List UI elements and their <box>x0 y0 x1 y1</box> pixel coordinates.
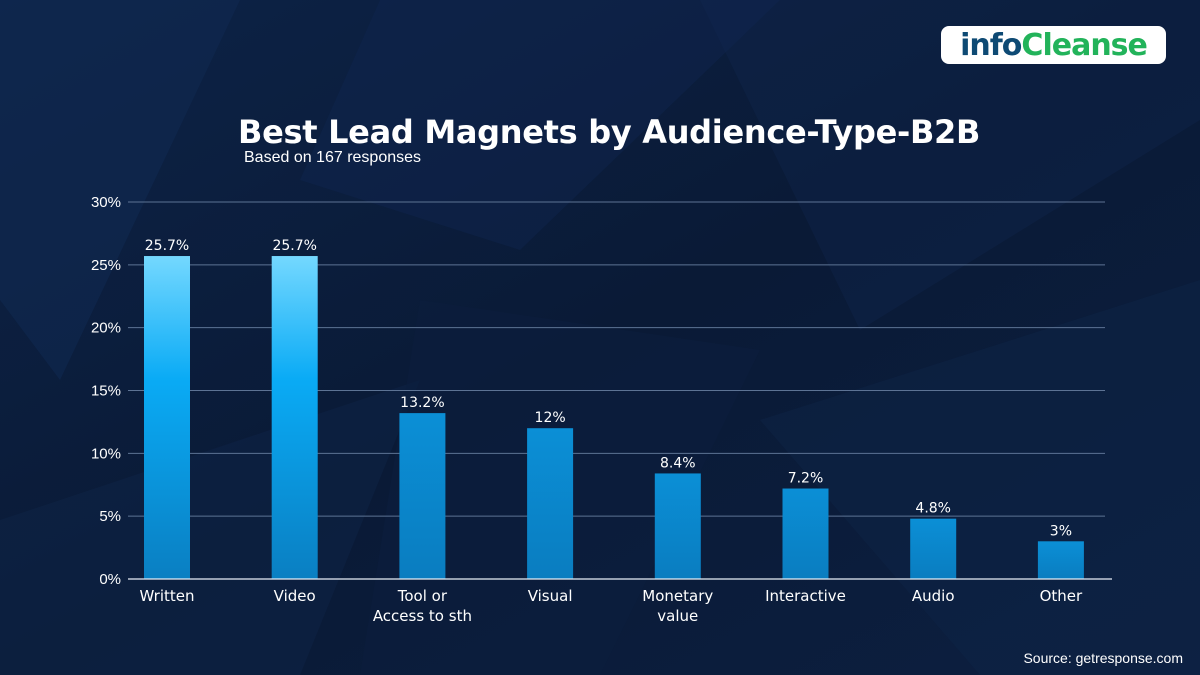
logo-text-cleanse: Cleanse <box>1021 27 1147 63</box>
x-category-label: Video <box>274 587 316 605</box>
bar-value-label: 25.7% <box>145 238 189 254</box>
bar <box>782 488 829 579</box>
x-category-label: Monetary <box>642 587 713 605</box>
bar-value-label: 13.2% <box>400 395 444 411</box>
x-axis-categories: Written Video Tool or Access to sth Visual Mo… <box>140 587 1084 625</box>
x-category-label: Visual <box>528 587 573 605</box>
bar-value-label: 4.8% <box>915 501 951 517</box>
y-tick-label: 10% <box>91 445 121 462</box>
chart-title: Best Lead Magnets by Audience-Type-B2B <box>238 113 981 151</box>
chart-subtitle: Based on 167 responses <box>244 149 422 166</box>
x-category-label: value <box>657 607 698 625</box>
bar <box>1037 541 1084 579</box>
bar-value-label: 25.7% <box>272 238 316 254</box>
x-category-label: Written <box>140 587 195 605</box>
bar <box>527 428 574 579</box>
x-category-label: Tool or <box>397 587 448 605</box>
bar <box>399 413 446 579</box>
logo-text-info: info <box>960 27 1022 63</box>
bar-value-label: 12% <box>535 410 566 426</box>
bar-value-label: 8.4% <box>660 455 696 471</box>
y-tick-label: 25% <box>91 257 121 274</box>
bar <box>654 473 701 579</box>
y-tick-label: 15% <box>91 383 121 400</box>
data-labels: 25.7% 25.7% 13.2% 12% 8.4% 7.2% 4.8% 3% <box>145 238 1072 539</box>
bar-value-label: 3% <box>1050 523 1072 539</box>
infocleanse-logo: info Cleanse <box>941 26 1166 64</box>
x-category-label: Access to sth <box>373 607 472 625</box>
bar <box>144 256 190 579</box>
y-tick-label: 30% <box>91 194 121 211</box>
source-credit: Source: getresponse.com <box>1023 650 1183 666</box>
x-category-label: Interactive <box>765 587 846 605</box>
bar-value-label: 7.2% <box>788 471 824 487</box>
y-tick-label: 20% <box>91 320 121 337</box>
bars <box>144 256 1084 579</box>
x-category-label: Other <box>1040 587 1083 605</box>
bar <box>910 518 957 579</box>
bar <box>271 256 318 579</box>
x-category-label: Audio <box>912 587 955 605</box>
y-tick-label: 5% <box>99 508 121 525</box>
y-tick-label: 0% <box>99 571 121 588</box>
y-axis-ticks: 0% 5% 10% 15% 20% 25% 30% <box>91 194 121 588</box>
